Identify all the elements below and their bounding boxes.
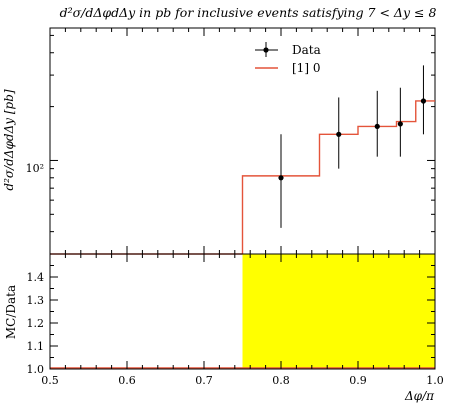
- data-point: [336, 131, 342, 137]
- data-point: [374, 123, 380, 130]
- ratio-tick-label: 1.2: [27, 317, 45, 330]
- data-series: [278, 65, 427, 228]
- ratio-y-ticks: 1.0 1.1 1.2 1.3 1.4: [27, 253, 435, 376]
- legend-data-marker: [263, 47, 269, 53]
- x-axis-ticks: 0.5 0.6 0.7 0.8 0.9 1.0: [41, 28, 444, 387]
- main-y-ticks: [50, 34, 435, 255]
- mc-histogram: [50, 100, 435, 255]
- chart-title: d²σ/dΔφdΔy in pb for inclusive events sa…: [60, 5, 437, 20]
- legend-data-label: Data: [292, 43, 321, 57]
- x-tick-label: 0.9: [349, 374, 367, 387]
- x-tick-label: 1.0: [426, 374, 444, 387]
- x-tick-label: 0.6: [118, 374, 136, 387]
- ratio-tick-label: 1.4: [27, 271, 45, 284]
- data-point: [420, 98, 427, 104]
- x-tick-label: 0.8: [272, 374, 290, 387]
- mc-histogram-line: [50, 100, 435, 255]
- ratio-tick-label: 1.0: [27, 363, 45, 376]
- y-tick-label: 10²: [26, 162, 44, 175]
- data-point: [397, 121, 403, 127]
- data-point: [278, 175, 284, 181]
- legend: Data [1] 0: [255, 42, 321, 75]
- ratio-panel: 1.0 1.1 1.2 1.3 1.4 0.5 0.6 0.7 0.8 0.9 1.0 MC/Da…: [4, 28, 444, 403]
- main-panel: 10² d²σ/dΔφdΔy [pb]: [2, 27, 436, 255]
- ratio-y-label: MC/Data: [4, 285, 18, 339]
- ratio-uncertainty-band: [242, 254, 435, 369]
- ratio-tick-label: 1.3: [27, 294, 45, 307]
- y-axis-label: d²σ/dΔφdΔy [pb]: [2, 89, 16, 190]
- legend-mc-label: [1] 0: [292, 61, 320, 75]
- ratio-tick-label: 1.1: [27, 340, 45, 353]
- x-axis-label: Δφ/π: [404, 389, 435, 403]
- x-tick-label: 0.7: [195, 374, 213, 387]
- x-tick-label: 0.5: [41, 374, 59, 387]
